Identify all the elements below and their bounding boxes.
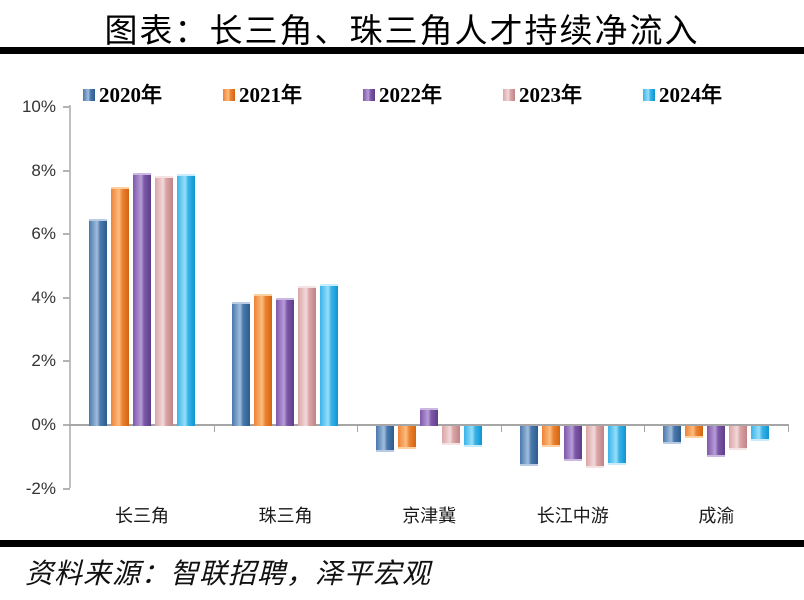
y-tick-label: 4% [31,287,56,307]
category-axis-tick [213,424,215,432]
bar-2020年-长江中游 [519,426,538,467]
category-label-长三角: 长三角 [115,506,169,526]
bar-2022年-成渝 [707,426,726,457]
source-note: 资料来源：智联招聘，泽平宏观 [25,559,432,590]
category-label-长江中游: 长江中游 [536,506,609,526]
bar-2020年-长三角 [88,218,107,426]
category-label-珠三角: 珠三角 [258,506,313,526]
bar-2023年-长三角 [154,175,173,426]
bar-2023年-珠三角 [298,285,317,426]
category-axis-tick [644,424,646,432]
category-axis-tick [357,424,359,432]
bar-2024年-长三角 [176,174,195,426]
bar-2023年-长江中游 [585,426,604,468]
legend-item-2024年: 2024年 [643,82,722,107]
legend-swatch-icon [223,89,235,101]
bar-2021年-长三角 [110,187,129,426]
y-tick-label: 2% [31,351,56,371]
legend-swatch-icon [643,89,655,101]
legend-item-2022年: 2022年 [363,82,442,107]
bar-2022年-长三角 [132,172,151,426]
legend-swatch-icon [363,89,375,101]
bar-2024年-长江中游 [607,426,626,465]
y-tick-label: 8% [31,160,56,180]
bar-2022年-长江中游 [563,426,582,462]
legend-item-2021年: 2021年 [223,82,302,107]
y-tick-label: 10% [21,97,56,116]
bottom-divider [0,540,804,547]
bar-chart: 2020年 2021年 2022年 2023年 2024年 10% 8% 6% 4% 2% 0% -… [0,54,804,540]
legend-item-2020年: 2020年 [83,82,162,107]
bar-2022年-珠三角 [276,298,295,426]
bar-2023年-京津冀 [442,426,460,446]
legend-label: 2022年 [379,82,442,107]
y-axis-tick [63,424,70,426]
bar-2021年-成渝 [685,426,704,438]
y-tick-label: -2% [25,478,56,498]
y-axis-tick [63,233,70,236]
y-axis-tick [63,296,70,299]
legend-label: 2020年 [99,82,162,107]
bar-2020年-珠三角 [232,301,251,426]
top-divider [0,47,804,54]
legend-item-2023年: 2023年 [503,82,582,107]
y-tick-label: 0% [31,415,56,434]
category-axis-tick [788,424,789,432]
legend-swatch-icon [503,89,515,101]
category-label-成渝: 成渝 [698,506,735,526]
bar-2024年-珠三角 [320,284,339,426]
y-axis-tick [63,360,70,363]
y-axis-tick [63,106,70,108]
bar-2024年-成渝 [751,426,770,441]
bar-2022年-京津冀 [420,408,438,426]
legend-label: 2024年 [659,82,722,107]
bar-2020年-京津冀 [376,426,394,452]
bar-2021年-京津冀 [398,426,416,449]
bar-2023年-成渝 [729,426,748,451]
bar-2020年-成渝 [663,426,682,444]
bar-2021年-长江中游 [541,426,560,448]
legend-label: 2023年 [519,82,582,107]
y-axis-tick [63,487,70,490]
legend-swatch-icon [83,89,95,101]
chart-title: 图表：长三角、珠三角人才持续净流入 [104,14,700,50]
y-axis [69,105,71,488]
category-axis-tick [500,424,502,432]
bar-2024年-京津冀 [464,426,482,448]
bar-2021年-珠三角 [254,293,273,426]
category-label-京津冀: 京津冀 [402,506,457,526]
y-axis-tick [63,169,70,172]
y-tick-label: 6% [31,224,56,244]
legend-label: 2021年 [239,82,302,107]
